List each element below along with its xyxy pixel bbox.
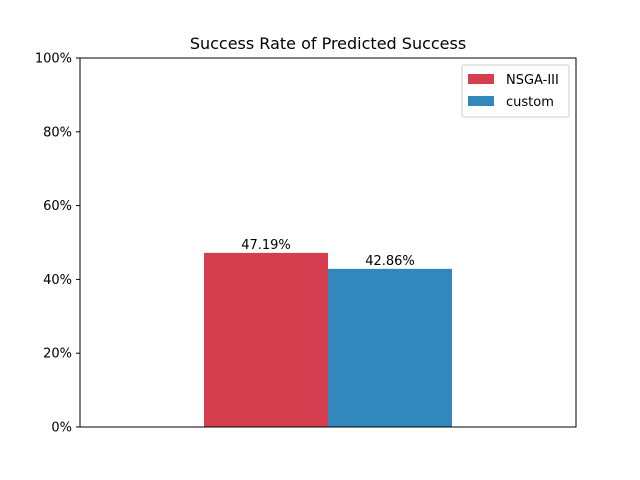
- y-axis: 0% 20% 40% 60% 80% 100%: [35, 52, 80, 436]
- y-tick-label: 100%: [35, 52, 72, 67]
- legend: NSGA-III custom: [461, 64, 570, 118]
- legend-swatch: [468, 74, 494, 84]
- data-labels: 47.19% 42.86%: [241, 238, 415, 269]
- y-tick-label: 20%: [43, 347, 72, 362]
- bar-value-label: 47.19%: [241, 238, 291, 253]
- y-tick-label: 40%: [43, 273, 72, 288]
- y-tick-label: 60%: [43, 199, 72, 214]
- y-tick-label: 80%: [43, 125, 72, 140]
- bar-custom: [328, 268, 452, 427]
- bars: [204, 252, 452, 427]
- y-tick-label: 0%: [51, 421, 72, 436]
- legend-entry: custom: [506, 95, 554, 110]
- bar-value-label: 42.86%: [365, 254, 415, 269]
- chart-title: Success Rate of Predicted Success: [190, 34, 466, 53]
- bar-nsga-iii: [204, 252, 328, 427]
- legend-swatch: [468, 96, 494, 106]
- legend-entry: NSGA-III: [506, 73, 559, 88]
- plot-frame: [79, 57, 577, 428]
